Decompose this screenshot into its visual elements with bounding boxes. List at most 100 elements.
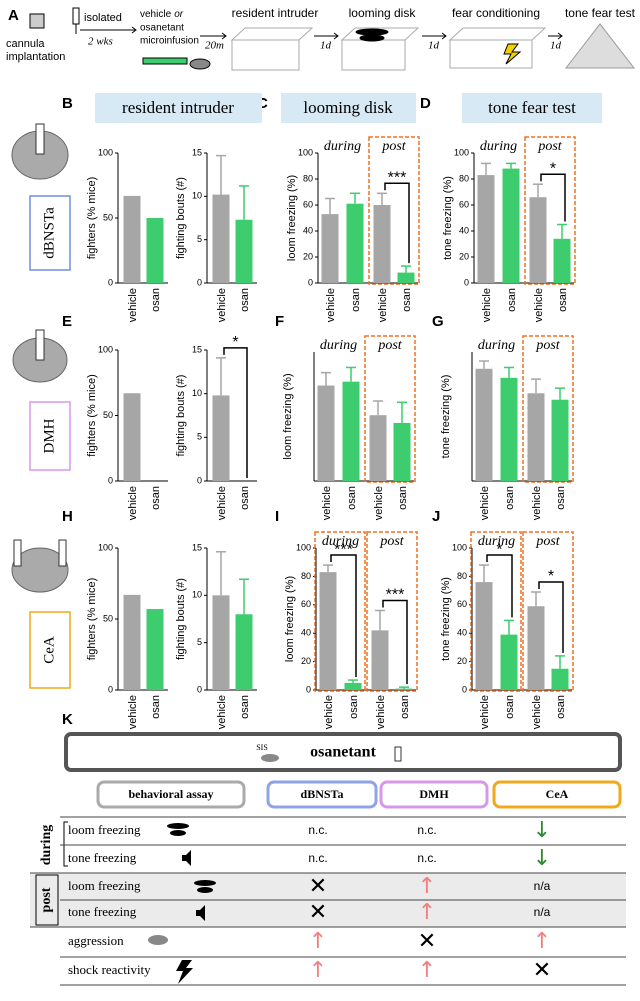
x-tick-label: vehicle [216, 486, 228, 520]
group-box [364, 335, 416, 483]
group-label: post [535, 534, 560, 549]
bar [475, 368, 493, 481]
significance-bracket [223, 347, 248, 478]
bar [212, 595, 230, 690]
arena [341, 39, 406, 71]
x-tick-label: vehicle [323, 695, 335, 729]
column-box [96, 780, 246, 809]
table-cell: n.c. [417, 823, 436, 837]
arena [448, 27, 547, 41]
table-cell: n.c. [308, 851, 327, 865]
table-cell: ✕ [418, 929, 436, 954]
arrow [131, 26, 137, 34]
bar [529, 197, 547, 283]
timeline-step: tone fear test [565, 6, 636, 20]
x-tick-label: osan [401, 288, 413, 312]
disk-icon [170, 830, 186, 836]
group-box [470, 531, 522, 692]
column-box [379, 780, 489, 809]
group-label: post [379, 534, 404, 549]
header-box [281, 93, 416, 123]
timeline-text: 1d [320, 40, 332, 52]
y-tick-label: 0 [197, 475, 202, 485]
y-tick-label: 20 [303, 251, 313, 261]
bar [321, 214, 339, 283]
panel-label: A [8, 7, 19, 24]
cannula-icon [72, 7, 80, 25]
y-tick-label: 80 [457, 571, 467, 581]
x-tick-label: vehicle [531, 695, 543, 729]
y-tick-label: 100 [296, 542, 311, 552]
bar [371, 630, 389, 690]
x-tick-label: osan [557, 288, 569, 312]
table-cell: ↑ [309, 958, 327, 983]
group-label: during [39, 825, 54, 865]
row-box [29, 611, 71, 689]
bar [235, 219, 253, 283]
group-box [522, 335, 574, 483]
bar [212, 395, 230, 481]
x-tick-label: osan [150, 695, 162, 719]
x-tick-label: vehicle [127, 695, 139, 729]
icon-label: SIS [256, 743, 268, 752]
row-box [29, 401, 71, 471]
bar [317, 385, 335, 481]
bar [397, 272, 415, 283]
timeline-step: fear conditioning [452, 6, 540, 20]
y-tick-label: 20 [301, 656, 311, 666]
row-label: dBNSTa [41, 207, 57, 259]
significance-label: * [496, 541, 502, 558]
table-cell: n/a [534, 879, 551, 893]
y-tick-label: 10 [192, 191, 202, 201]
table-cell: ✕ [309, 900, 327, 925]
column-header: behavioral assay [128, 787, 213, 801]
x-tick-label: osan [239, 695, 251, 719]
bar [527, 606, 545, 690]
timeline-text: vehicle [140, 9, 172, 20]
timeline-text: 2 wks [88, 36, 113, 48]
y-axis-label: tone freezing (%) [440, 375, 452, 459]
arrow [441, 32, 447, 40]
x-tick-label: osan [555, 695, 567, 719]
y-tick-label: 50 [103, 410, 113, 420]
y-axis-label: fighting bouts (#) [175, 375, 187, 457]
y-tick-label: 10 [192, 388, 202, 398]
column-header: looming disk [303, 98, 393, 117]
group-label: during [478, 338, 515, 353]
table-cell: ✕ [309, 874, 327, 899]
header-box [462, 93, 602, 123]
timeline-text: isolated [84, 12, 122, 24]
significance-bracket [486, 554, 513, 618]
y-tick-label: 15 [192, 344, 202, 354]
bar [395, 688, 413, 690]
x-tick-label: vehicle [373, 486, 385, 520]
x-tick-label: vehicle [533, 288, 545, 322]
panel-label: K [62, 711, 73, 728]
group-label: during [478, 534, 515, 549]
y-axis-label: loom freezing (%) [282, 373, 294, 459]
cannula-icon [394, 746, 402, 762]
group-box [366, 531, 418, 692]
mouse-icon [148, 935, 168, 945]
significance-bracket [330, 554, 357, 678]
table-cell: ↑ [533, 929, 551, 954]
row-label: loom freezing [68, 822, 141, 837]
cannula-icon [35, 123, 45, 155]
row-label: aggression [68, 933, 124, 948]
panel-label: I [275, 508, 279, 525]
timeline [29, 7, 636, 71]
x-tick-label: osan [555, 486, 567, 510]
table-cell: ↓ [533, 846, 551, 871]
group-label: during [324, 139, 361, 154]
bar [500, 377, 518, 481]
column-box [492, 780, 622, 809]
arrow [557, 32, 563, 40]
group-box [524, 136, 576, 285]
group-label: during [480, 139, 517, 154]
x-tick-label: vehicle [321, 486, 333, 520]
timeline-text: vehicle or [140, 8, 184, 20]
y-axis-label: fighting bouts (#) [175, 578, 187, 660]
cannula-icon [58, 539, 67, 567]
y-axis-label: fighters (% mice) [86, 578, 98, 661]
y-tick-label: 60 [457, 599, 467, 609]
